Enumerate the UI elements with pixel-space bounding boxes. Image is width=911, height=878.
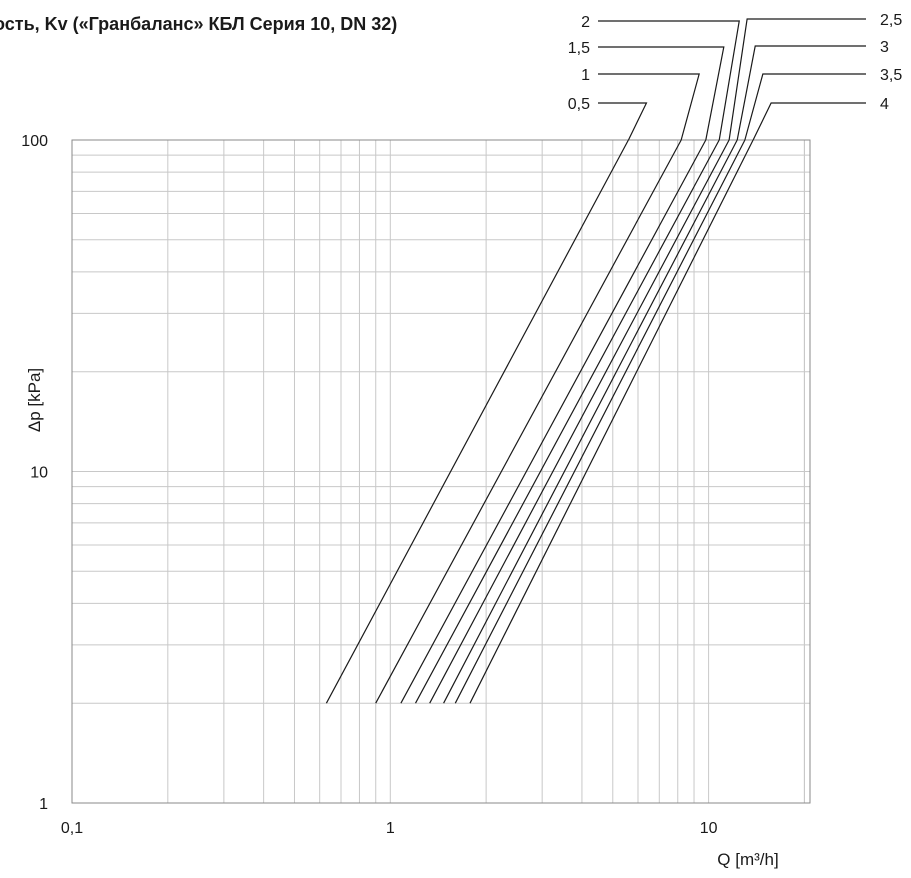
series-label: 2 [581,14,590,31]
y-tick-label: 1 [39,796,48,813]
tick-labels: 0,1 1 10 1 10 100 [21,133,717,837]
plot-frame [71,139,811,804]
series-label: 2,5 [880,12,902,29]
series-leader [752,102,866,141]
x-tick-label: 0,1 [61,820,83,837]
series-label: 4 [880,96,889,113]
grid [71,139,810,804]
series-line [443,139,738,704]
series-line [454,139,746,704]
series-line [400,139,707,704]
series-leader [598,20,740,141]
series-label: 1,5 [568,40,590,57]
series-line [375,139,682,704]
y-axis-label: Δp [kPa] [25,368,44,432]
curves [325,139,754,704]
series-line [325,139,629,704]
series-labels: 2 1,5 1 0,5 2,5 3 3,5 4 [568,12,902,141]
series-label: 3 [880,39,889,56]
x-axis-label: Q [m³/h] [717,850,778,869]
series-line [429,139,730,704]
series-leader [744,73,866,141]
series-label: 0,5 [568,96,590,113]
y-tick-label: 100 [21,133,48,150]
series-leader [598,73,700,141]
series-line [414,139,720,704]
y-tick-label: 10 [30,465,48,482]
x-tick-label: 1 [386,820,395,837]
series-leader [736,45,866,141]
chart-title: ость, Kv («Гранбаланс» КБЛ Серия 10, DN … [0,14,398,34]
series-label: 3,5 [880,67,902,84]
series-line [469,139,754,704]
series-label: 1 [581,67,590,84]
series-leader [728,18,866,141]
series-leader [598,102,648,141]
series-leader [598,46,725,141]
x-tick-label: 10 [700,820,718,837]
